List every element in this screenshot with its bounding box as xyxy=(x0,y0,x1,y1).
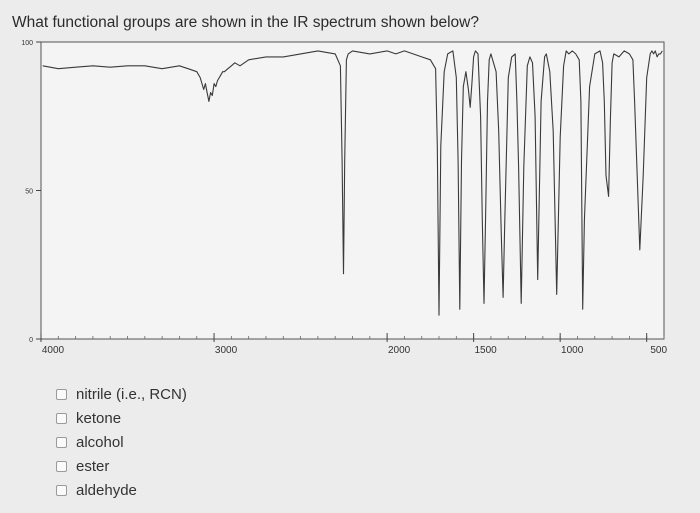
option-label: aldehyde xyxy=(76,481,137,499)
x-tick-label: 2000 xyxy=(388,345,411,356)
option-ketone[interactable]: ketone xyxy=(56,406,187,430)
y-tick-label: 0 xyxy=(29,337,33,344)
checkbox-icon[interactable] xyxy=(56,460,67,472)
option-label: nitrile (i.e., RCN) xyxy=(76,385,187,403)
checkbox-icon[interactable] xyxy=(56,436,67,448)
option-ester[interactable]: ester xyxy=(56,454,187,478)
option-nitrile[interactable]: nitrile (i.e., RCN) xyxy=(56,382,187,406)
answer-options: nitrile (i.e., RCN) ketone alcohol ester… xyxy=(56,382,187,502)
option-alcohol[interactable]: alcohol xyxy=(56,430,187,454)
x-tick-label: 1000 xyxy=(561,345,584,356)
series-layer xyxy=(42,50,663,316)
x-tick-label: 500 xyxy=(650,345,667,356)
x-tick-label: 4000 xyxy=(42,345,65,356)
option-label: ester xyxy=(76,457,110,475)
checkbox-icon[interactable] xyxy=(56,388,67,400)
x-axis-ticks: 4000 3000 2000 1500 1000 500 xyxy=(40,333,667,356)
checkbox-icon[interactable] xyxy=(56,412,67,424)
question-text: What functional groups are shown in the … xyxy=(12,14,479,31)
x-tick-label: 1500 xyxy=(475,345,498,356)
y-tick-label: 50 xyxy=(25,189,33,196)
option-aldehyde[interactable]: aldehyde xyxy=(56,478,187,502)
plot-area xyxy=(40,41,665,340)
option-label: ketone xyxy=(76,409,122,427)
checkbox-icon[interactable] xyxy=(56,484,67,496)
spectrum-line xyxy=(42,50,663,316)
option-label: alcohol xyxy=(76,433,124,451)
x-tick-label: 3000 xyxy=(215,345,238,356)
y-tick-label: 100 xyxy=(21,40,33,47)
y-axis-ticks: 100 50 0 xyxy=(21,40,41,344)
